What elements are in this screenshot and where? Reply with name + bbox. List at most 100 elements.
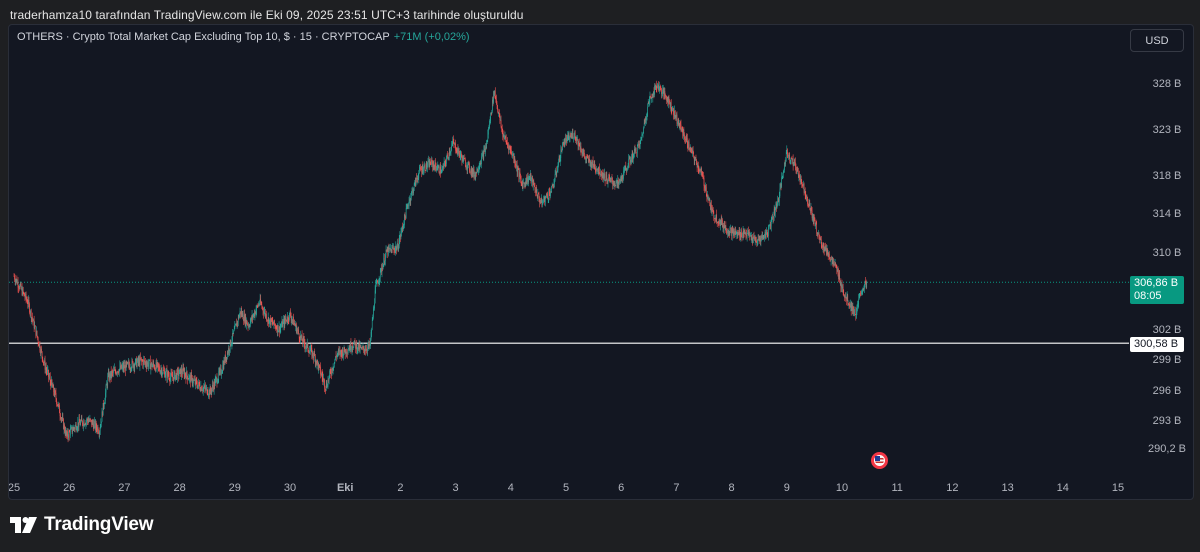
candle-body — [706, 187, 707, 194]
candle-body — [846, 297, 847, 301]
candle-body — [623, 168, 625, 171]
candle-body — [67, 431, 68, 437]
chart-pane[interactable]: 290,2 B 293 B 296 B 299 B 302 B 310 B 314 B 318… — [8, 24, 1194, 500]
candle-body — [570, 136, 572, 138]
candle-body — [530, 173, 531, 177]
symbol-legend[interactable]: OTHERS · Crypto Total Market Cap Excludi… — [17, 31, 470, 43]
candle-body — [246, 320, 247, 325]
candle-body — [434, 166, 435, 170]
candle-body — [393, 248, 395, 251]
candle-body — [407, 205, 409, 206]
candle-body — [322, 376, 324, 380]
candle-body — [639, 141, 641, 147]
candle-body — [47, 369, 49, 371]
candle-body — [660, 86, 661, 88]
tradingview-brand[interactable]: TradingView — [10, 514, 154, 536]
candle-body — [777, 199, 779, 201]
currency-button[interactable]: USD — [1130, 29, 1184, 52]
candle-body — [483, 149, 485, 159]
candle-body — [635, 148, 637, 153]
candle-body — [819, 239, 821, 240]
candle-body — [801, 180, 803, 185]
candle-body — [184, 373, 186, 377]
candle-body — [191, 374, 192, 377]
candle-body — [363, 346, 364, 350]
candle-body — [52, 385, 54, 388]
candle-body — [554, 180, 555, 184]
candle-body — [838, 274, 840, 279]
symbol-description[interactable]: OTHERS · Crypto Total Market Cap Excludi… — [17, 31, 390, 43]
candle-body — [475, 172, 477, 179]
candle-body — [611, 178, 612, 179]
candle-body — [758, 239, 759, 241]
candle-body — [694, 158, 696, 161]
candle-body — [568, 134, 569, 136]
y-axis-label: 318 B — [1153, 170, 1182, 182]
candle-body — [351, 349, 352, 351]
candle-body — [514, 157, 516, 164]
candle-body — [362, 346, 364, 348]
candle-body — [291, 319, 293, 321]
candle-body — [572, 133, 573, 135]
candle-body — [240, 311, 242, 315]
candle-body — [565, 138, 567, 139]
candle-body — [810, 207, 812, 211]
candle-body — [799, 177, 801, 183]
candle-body — [816, 223, 817, 235]
candle-body — [151, 362, 152, 366]
candle-body — [413, 189, 414, 193]
candle-body — [635, 148, 636, 152]
candle-body — [342, 349, 344, 357]
candle-body — [141, 358, 142, 361]
candle-body — [756, 242, 757, 243]
candle-body — [259, 298, 261, 304]
candle-body — [832, 258, 834, 262]
candle-body — [664, 91, 666, 95]
candle-body — [381, 267, 383, 273]
candle-body — [611, 178, 613, 182]
candle-body — [613, 183, 615, 185]
candle-body — [765, 232, 766, 238]
candle-body — [44, 360, 45, 363]
candle-body — [584, 153, 585, 157]
candle-body — [156, 362, 157, 368]
candle-body — [520, 178, 522, 182]
candle-body — [624, 166, 626, 169]
candle-body — [535, 190, 536, 193]
candle-body — [53, 392, 55, 396]
candle-body — [369, 342, 371, 346]
candle-body — [200, 388, 201, 391]
candle-body — [467, 163, 468, 170]
candle-body — [13, 276, 15, 277]
brand-name: TradingView — [44, 514, 154, 535]
candle-body — [144, 360, 145, 363]
candle-body — [573, 136, 575, 138]
candle-body — [437, 166, 439, 170]
candle-body — [587, 157, 589, 159]
candle-body — [624, 168, 625, 169]
us-flag-icon[interactable] — [871, 452, 888, 469]
x-axis-label: 10 — [836, 482, 848, 494]
candle-body — [56, 398, 57, 404]
candle-body — [584, 156, 586, 160]
candle-body — [555, 170, 556, 175]
candle-body — [224, 360, 225, 364]
candle-body — [560, 150, 562, 159]
candle-body — [431, 159, 432, 165]
candle-body — [473, 169, 474, 175]
candle-body — [141, 360, 143, 362]
candle-body — [436, 169, 438, 170]
candle-body — [470, 171, 471, 173]
candle-body — [811, 207, 812, 211]
candle-body — [630, 159, 632, 163]
candle-body — [619, 179, 621, 182]
candle-body — [388, 247, 389, 255]
candle-body — [829, 253, 830, 259]
candle-body — [198, 382, 200, 385]
candle-body — [279, 327, 281, 333]
candle-body — [285, 319, 287, 321]
candle-body — [28, 300, 30, 305]
candle-body — [788, 155, 789, 157]
candle-body — [760, 240, 761, 242]
